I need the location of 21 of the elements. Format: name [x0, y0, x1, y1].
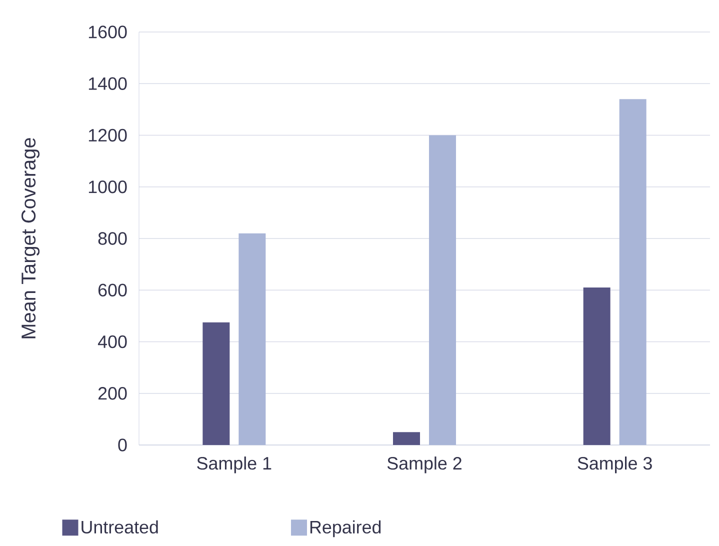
y-tick-label: 200	[98, 387, 127, 400]
y-tick-label: 400	[98, 335, 127, 348]
x-tick-label: Sample 1	[197, 456, 272, 474]
y-tick-label: 1200	[88, 128, 127, 142]
bar	[393, 432, 420, 445]
y-tick-label: 1600	[88, 26, 127, 38]
y-axis-title: Mean Target Coverage	[21, 138, 40, 338]
x-tick-label: Sample 3	[578, 456, 652, 474]
legend-label: Repaired	[310, 520, 381, 538]
y-tick-label: 1000	[88, 180, 127, 194]
y-tick-label: 1400	[88, 77, 127, 90]
legend-label: Untreated	[82, 520, 158, 534]
bar	[202, 322, 230, 445]
y-tick-label: 600	[98, 284, 127, 296]
bar	[619, 99, 646, 445]
bar	[238, 233, 266, 445]
y-tick-label: 0	[118, 438, 127, 452]
y-tick-label: 800	[98, 232, 127, 245]
bar	[429, 135, 456, 445]
bar	[583, 288, 610, 445]
x-tick-label: Sample 2	[387, 456, 462, 474]
